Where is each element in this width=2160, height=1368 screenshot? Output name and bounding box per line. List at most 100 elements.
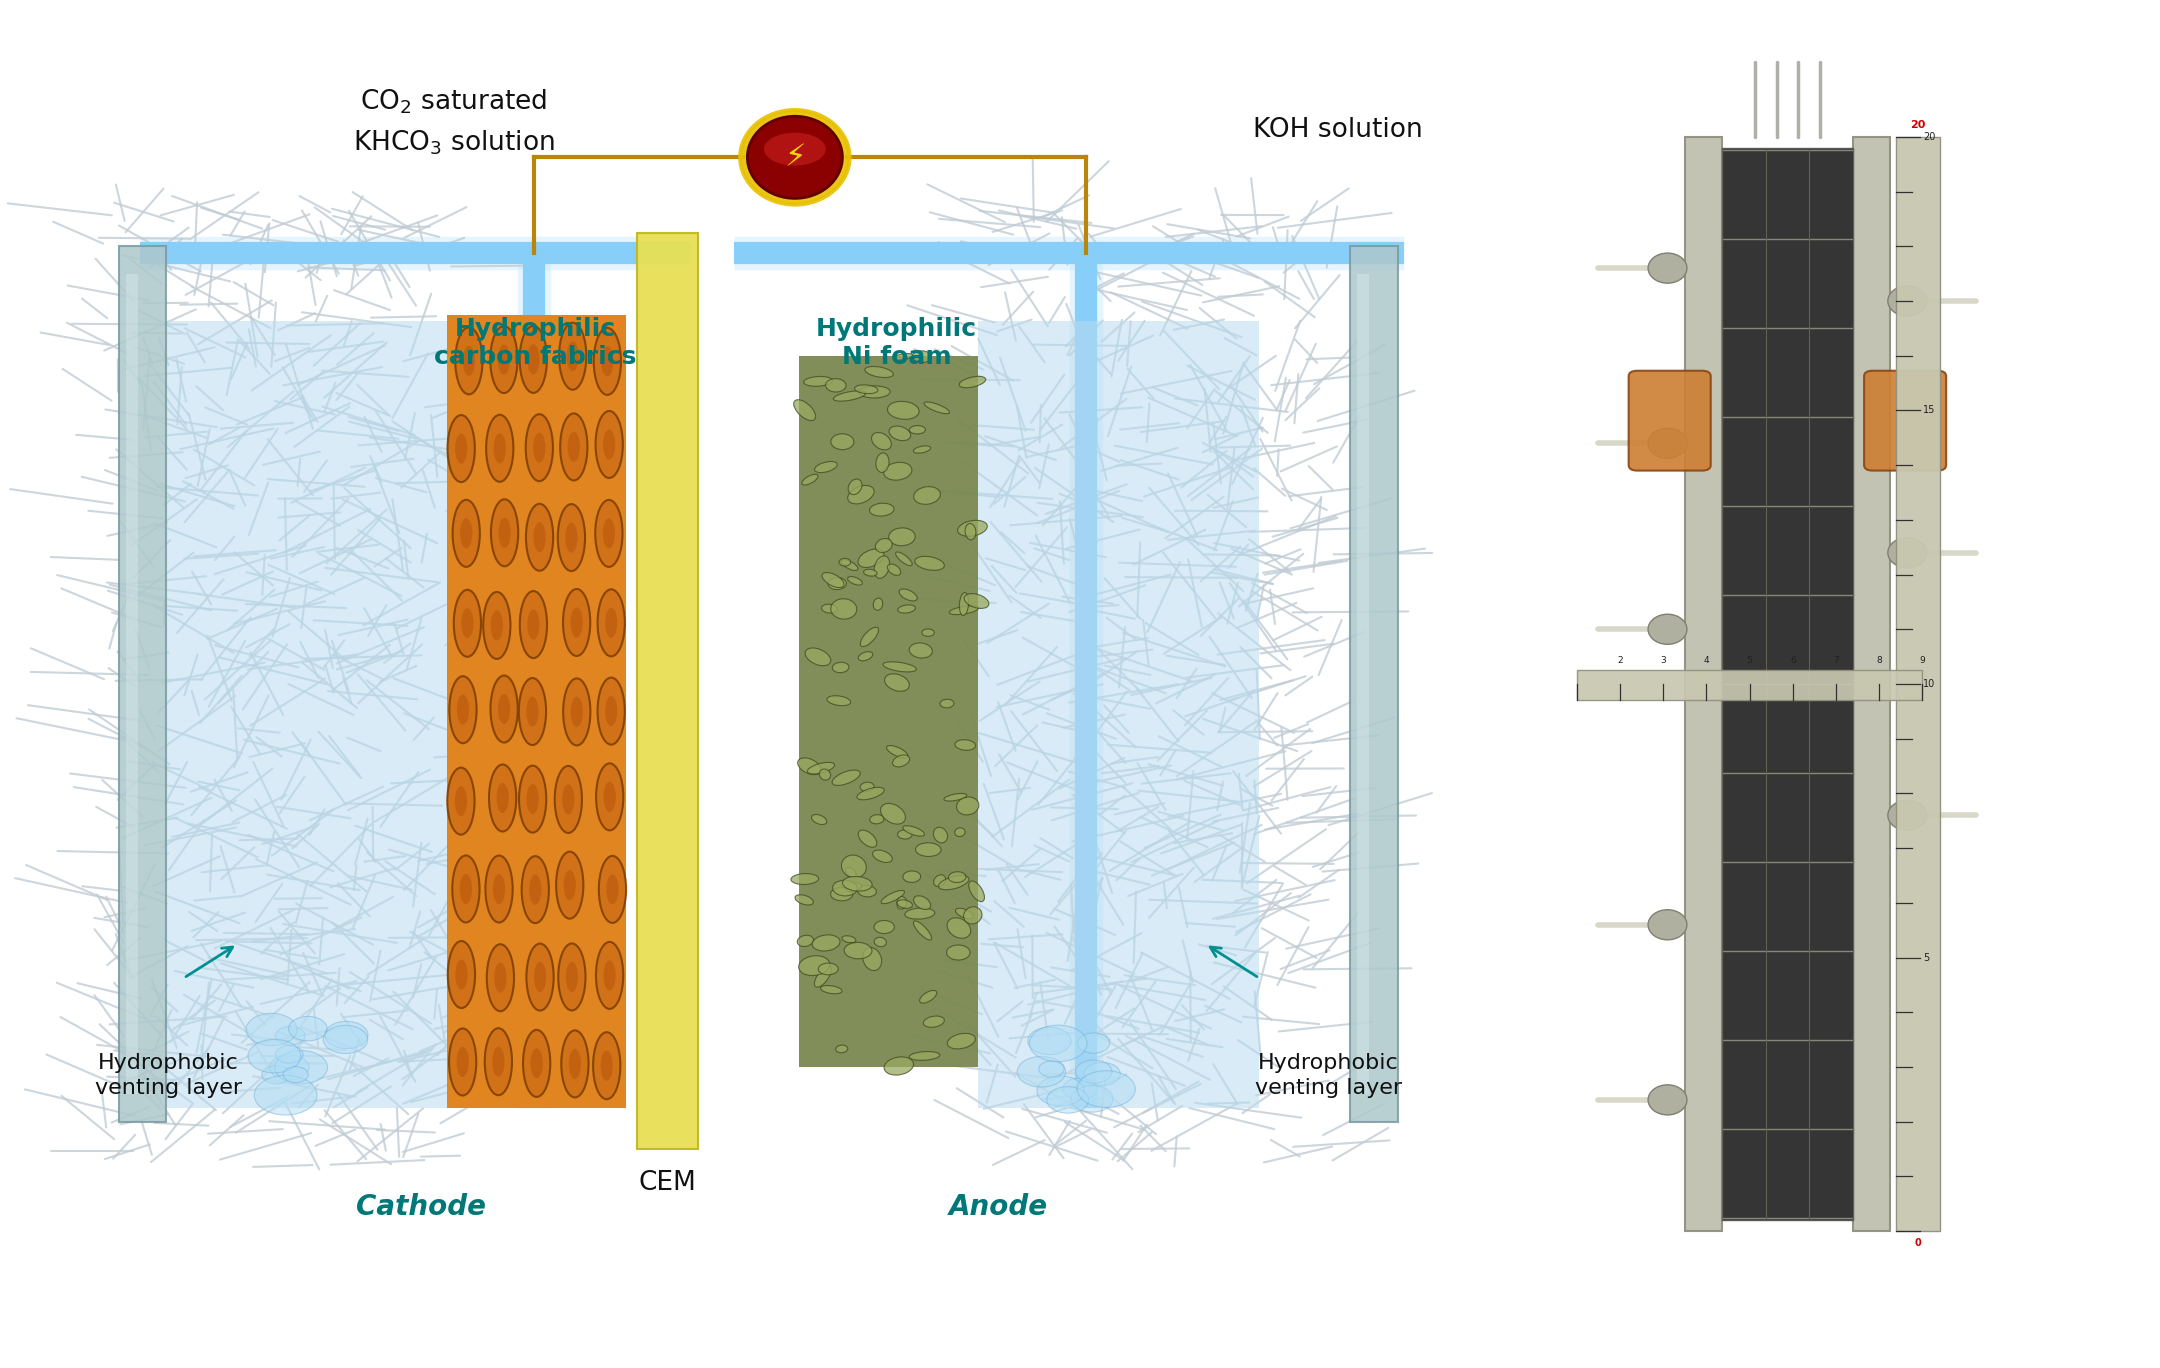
Circle shape	[1017, 1056, 1065, 1088]
Text: CO$_2$ saturated: CO$_2$ saturated	[361, 88, 546, 116]
Ellipse shape	[490, 676, 518, 743]
Circle shape	[283, 1067, 309, 1082]
Circle shape	[1037, 1077, 1084, 1105]
Text: Hydrophilic
carbon fabrics: Hydrophilic carbon fabrics	[434, 316, 637, 369]
Ellipse shape	[495, 963, 508, 993]
Ellipse shape	[845, 943, 873, 959]
Ellipse shape	[847, 486, 875, 503]
Circle shape	[1048, 1086, 1089, 1114]
Ellipse shape	[860, 782, 875, 791]
Ellipse shape	[821, 605, 838, 613]
Ellipse shape	[492, 874, 505, 904]
Ellipse shape	[451, 855, 480, 922]
Ellipse shape	[834, 391, 866, 401]
Ellipse shape	[899, 830, 912, 839]
Ellipse shape	[905, 908, 935, 919]
Ellipse shape	[955, 908, 974, 919]
Ellipse shape	[596, 499, 622, 566]
Text: 20: 20	[1909, 120, 1927, 130]
Ellipse shape	[594, 1033, 620, 1100]
Ellipse shape	[534, 432, 546, 462]
Ellipse shape	[896, 896, 907, 910]
Circle shape	[261, 1066, 292, 1083]
Ellipse shape	[562, 1030, 588, 1097]
Ellipse shape	[870, 432, 892, 450]
Ellipse shape	[914, 921, 931, 940]
Ellipse shape	[566, 962, 579, 992]
Text: Cathode: Cathode	[356, 1193, 486, 1220]
Ellipse shape	[883, 462, 912, 480]
FancyBboxPatch shape	[1629, 371, 1711, 471]
Ellipse shape	[529, 874, 542, 904]
Ellipse shape	[845, 882, 862, 892]
Ellipse shape	[568, 1049, 581, 1079]
Ellipse shape	[527, 944, 553, 1011]
Ellipse shape	[486, 415, 514, 482]
Ellipse shape	[940, 699, 955, 707]
Ellipse shape	[858, 885, 877, 897]
Ellipse shape	[600, 1051, 613, 1081]
Ellipse shape	[914, 487, 940, 505]
Circle shape	[274, 1051, 328, 1083]
Ellipse shape	[456, 327, 482, 394]
Text: KHCO$_3$ solution: KHCO$_3$ solution	[352, 129, 555, 157]
Ellipse shape	[456, 959, 467, 989]
Ellipse shape	[916, 557, 944, 570]
Text: Hydrophilic
Ni foam: Hydrophilic Ni foam	[816, 316, 976, 369]
Ellipse shape	[946, 918, 970, 938]
FancyBboxPatch shape	[1722, 148, 1853, 1220]
Text: 3: 3	[1661, 655, 1665, 665]
Ellipse shape	[454, 590, 482, 657]
Ellipse shape	[832, 599, 858, 620]
Ellipse shape	[842, 936, 855, 943]
Text: 6: 6	[1791, 655, 1795, 665]
Circle shape	[1063, 1078, 1097, 1100]
Ellipse shape	[555, 766, 581, 833]
Ellipse shape	[1648, 910, 1687, 940]
Ellipse shape	[566, 523, 577, 553]
Ellipse shape	[534, 962, 546, 992]
Text: 5: 5	[1747, 655, 1752, 665]
Ellipse shape	[890, 425, 912, 440]
Ellipse shape	[534, 523, 546, 553]
Text: 4: 4	[1704, 655, 1709, 665]
Ellipse shape	[812, 934, 840, 951]
Ellipse shape	[594, 328, 620, 395]
Ellipse shape	[832, 770, 860, 785]
Ellipse shape	[823, 573, 845, 588]
Ellipse shape	[559, 413, 588, 480]
Ellipse shape	[447, 415, 475, 482]
Ellipse shape	[914, 446, 931, 453]
Circle shape	[255, 1075, 318, 1115]
Text: Hydrophobic
venting layer: Hydrophobic venting layer	[95, 1053, 242, 1099]
Text: KOH solution: KOH solution	[1253, 116, 1423, 144]
Ellipse shape	[1648, 614, 1687, 644]
Ellipse shape	[875, 937, 886, 947]
Ellipse shape	[564, 870, 577, 900]
Ellipse shape	[804, 376, 832, 386]
Ellipse shape	[933, 874, 946, 886]
FancyBboxPatch shape	[1853, 137, 1890, 1231]
Ellipse shape	[814, 966, 832, 988]
Ellipse shape	[883, 662, 916, 672]
Circle shape	[1071, 1086, 1112, 1112]
Ellipse shape	[449, 676, 477, 743]
Ellipse shape	[855, 384, 877, 394]
Ellipse shape	[955, 740, 976, 750]
Ellipse shape	[456, 695, 469, 725]
Ellipse shape	[870, 503, 894, 516]
Text: 20: 20	[1922, 131, 1935, 142]
Ellipse shape	[570, 696, 583, 726]
Ellipse shape	[955, 828, 966, 837]
FancyBboxPatch shape	[1577, 670, 1922, 700]
Ellipse shape	[806, 648, 832, 666]
Ellipse shape	[842, 855, 866, 878]
Ellipse shape	[903, 826, 924, 836]
Circle shape	[274, 1045, 302, 1063]
Ellipse shape	[963, 594, 989, 609]
Ellipse shape	[842, 877, 873, 891]
Ellipse shape	[1888, 286, 1927, 316]
Ellipse shape	[797, 758, 821, 774]
FancyBboxPatch shape	[1864, 371, 1946, 471]
FancyBboxPatch shape	[1356, 274, 1369, 1094]
